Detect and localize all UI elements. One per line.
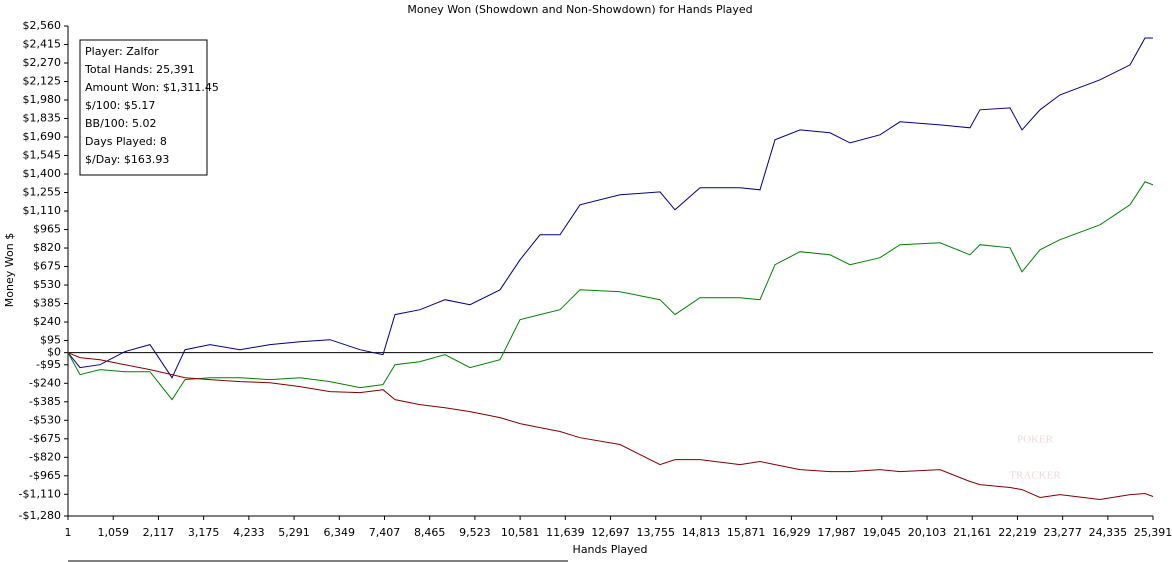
x-tick-label: 6,349 <box>324 526 356 539</box>
info-text: $/100: $5.17 <box>85 99 155 112</box>
y-tick-label: $95 <box>40 334 61 347</box>
info-text: Player: Zalfor <box>85 45 159 58</box>
y-tick-label: $1,255 <box>23 186 62 199</box>
chart-title: Money Won (Showdown and Non-Showdown) fo… <box>407 3 752 16</box>
info-text: Total Hands: 25,391 <box>84 63 195 76</box>
info-text: $/Day: $163.93 <box>85 153 169 166</box>
x-tick-label: 16,929 <box>772 526 811 539</box>
y-tick-label: -$1,110 <box>19 487 61 500</box>
x-tick-label: 24,335 <box>1089 526 1128 539</box>
y-tick-label: $1,835 <box>23 112 62 125</box>
x-tick-label: 21,161 <box>953 526 992 539</box>
y-tick-label: -$530 <box>29 413 61 426</box>
x-tick-label: 11,639 <box>546 526 585 539</box>
info-text: BB/100: 5.02 <box>85 117 157 130</box>
info-text: Days Played: 8 <box>85 135 167 148</box>
x-tick-label: 13,755 <box>637 526 676 539</box>
y-tick-label: $1,690 <box>23 130 62 143</box>
y-tick-label: $530 <box>33 278 61 291</box>
info-box <box>79 39 208 176</box>
x-tick-label: 5,291 <box>278 526 310 539</box>
x-tick-label: 12,697 <box>591 526 630 539</box>
y-tick-label: $675 <box>33 260 61 273</box>
x-tick-label: 15,871 <box>727 526 766 539</box>
y-tick-label: $2,270 <box>23 56 62 69</box>
y-tick-label: $1,400 <box>23 167 62 180</box>
series-line <box>67 352 1154 501</box>
x-tick-label: 2,117 <box>143 526 175 539</box>
y-tick-label: -$820 <box>29 450 61 463</box>
y-axis-label: Money Won $ <box>3 233 16 307</box>
x-tick-label: 14,813 <box>682 526 721 539</box>
x-tick-label: 23,277 <box>1043 526 1082 539</box>
y-tick-label: -$1,280 <box>19 509 61 522</box>
x-tick-label: 9,523 <box>459 526 491 539</box>
y-tick-label: $2,125 <box>23 75 62 88</box>
x-tick-label: 4,233 <box>233 526 265 539</box>
y-tick-label: $965 <box>33 223 61 236</box>
y-tick-label: $2,560 <box>23 19 62 32</box>
y-tick-label: $0 <box>47 346 61 359</box>
x-tick-label: 20,103 <box>908 526 947 539</box>
y-tick-label: $385 <box>33 297 61 310</box>
y-tick-label: -$385 <box>29 395 61 408</box>
y-tick-label: $1,110 <box>23 204 62 217</box>
x-axis-label: Hands Played <box>573 543 648 556</box>
x-tick-label: 17,987 <box>817 526 856 539</box>
series-line <box>67 37 1153 379</box>
y-tick-label: -$675 <box>29 432 61 445</box>
series-line <box>67 181 1154 401</box>
x-tick-label: 1,059 <box>97 526 129 539</box>
y-tick-label: $2,415 <box>23 38 62 51</box>
x-tick-label: 1 <box>65 526 72 539</box>
watermark: POKER <box>1017 434 1054 446</box>
y-tick-label: $1,545 <box>23 149 62 162</box>
y-tick-label: -$240 <box>29 376 61 389</box>
x-tick-label: 22,219 <box>998 526 1037 539</box>
x-tick-label: 10,581 <box>501 526 540 539</box>
y-tick-label: $240 <box>33 315 61 328</box>
info-text: Amount Won: $1,311.45 <box>85 81 219 94</box>
y-tick-label: $820 <box>33 241 61 254</box>
y-tick-label: -$95 <box>36 358 61 371</box>
y-tick-label: -$965 <box>29 469 61 482</box>
y-tick-label: $1,980 <box>23 93 62 106</box>
x-tick-label: 8,465 <box>414 526 446 539</box>
x-tick-label: 19,045 <box>863 526 902 539</box>
watermark: TRACKER <box>1009 470 1061 482</box>
x-tick-label: 25,391 <box>1134 526 1172 539</box>
x-tick-label: 7,407 <box>369 526 401 539</box>
x-tick-label: 3,175 <box>188 526 220 539</box>
